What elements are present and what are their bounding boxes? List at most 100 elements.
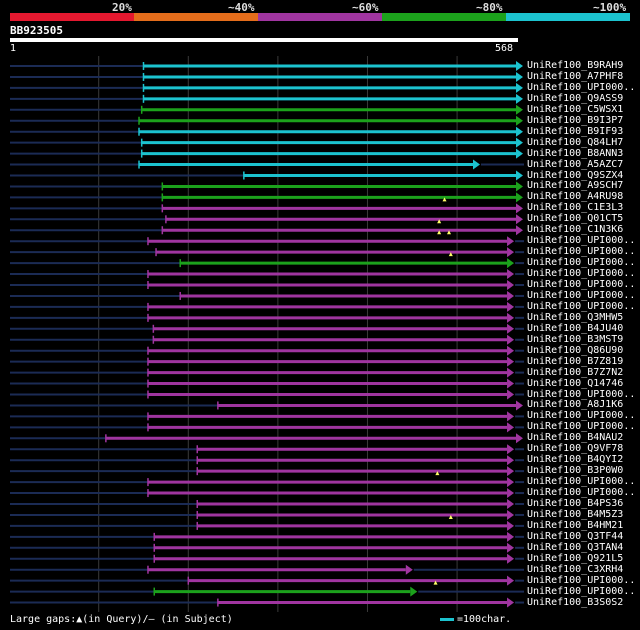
hit-arrowhead — [516, 61, 523, 71]
hit-arrowhead — [507, 290, 515, 301]
hit-arrowhead — [507, 247, 515, 258]
query-gap-marker — [447, 230, 452, 235]
legend-label-1: 20% — [112, 1, 132, 14]
hit-arrowhead — [507, 236, 515, 247]
hit-arrowhead — [507, 488, 515, 499]
hit-arrowhead — [410, 586, 418, 597]
hit-label[interactable]: UniRef100_UPI000.. — [527, 246, 636, 258]
hit-arrowhead — [516, 170, 523, 181]
hit-label[interactable]: UniRef100_B3P0W0 — [527, 465, 624, 477]
hit-arrowhead — [472, 159, 480, 170]
hit-label[interactable]: UniRef100_UPI000.. — [527, 235, 636, 247]
hit-label[interactable]: UniRef100_UPI000.. — [527, 257, 636, 269]
hit-arrowhead — [507, 323, 515, 334]
hit-label[interactable]: UniRef100_Q84LH7 — [527, 136, 624, 148]
hit-arrowhead — [516, 214, 523, 225]
hit-arrowhead — [507, 455, 515, 466]
hit-label[interactable]: UniRef100_B3S0S2 — [527, 596, 624, 608]
hit-label[interactable]: UniRef100_B9IF93 — [527, 125, 624, 137]
hit-label[interactable]: UniRef100_B4HM21 — [527, 519, 624, 531]
scale-legend: =100char. — [440, 614, 511, 625]
hit-label[interactable]: UniRef100_A8J1K6 — [527, 399, 624, 411]
hit-label[interactable]: UniRef100_A4RU98 — [527, 191, 624, 203]
hit-label[interactable]: UniRef100_UPI000.. — [527, 421, 636, 433]
query-end: 568 — [495, 43, 514, 54]
hit-label[interactable]: UniRef100_UPI000.. — [527, 574, 636, 586]
hit-arrowhead — [507, 378, 515, 389]
hit-label[interactable]: UniRef100_Q921L5 — [527, 552, 624, 564]
query-gap-marker — [442, 197, 447, 202]
legend-bar-2 — [134, 13, 258, 21]
hit-arrowhead — [507, 509, 515, 520]
hit-label[interactable]: UniRef100_B9RAH9 — [527, 60, 624, 71]
hit-label[interactable]: UniRef100_UPI000.. — [527, 388, 636, 400]
query-gap-marker — [448, 514, 453, 519]
hit-label[interactable]: UniRef100_Q9VF78 — [527, 443, 624, 455]
identity-color-legend: 20% ~40% ~60% ~80% ~100% — [0, 0, 640, 22]
hit-label[interactable]: UniRef100_B9I3P7 — [527, 114, 624, 126]
hit-label[interactable]: UniRef100_B4M5Z3 — [527, 508, 624, 520]
hit-arrowhead — [507, 280, 515, 290]
hit-arrowhead — [507, 520, 515, 531]
hit-label[interactable]: UniRef100_Q01CT5 — [527, 213, 624, 225]
hit-label[interactable]: UniRef100_UPI000.. — [527, 410, 636, 422]
hit-label[interactable]: UniRef100_UPI000.. — [527, 81, 636, 93]
hit-label[interactable]: UniRef100_UPI000.. — [527, 289, 636, 301]
hit-label[interactable]: UniRef100_UPI000.. — [527, 268, 636, 280]
scale-text: =100char. — [457, 614, 512, 625]
hit-label[interactable]: UniRef100_Q14746 — [527, 377, 624, 389]
hit-label[interactable]: UniRef100_UPI000.. — [527, 279, 636, 290]
hit-arrowhead — [507, 553, 515, 564]
query-start: 1 — [10, 43, 17, 54]
hit-arrowhead — [516, 181, 523, 192]
hit-arrowhead — [507, 575, 515, 586]
hit-label[interactable]: UniRef100_C3XRH4 — [527, 563, 624, 575]
hit-label[interactable]: UniRef100_Q3TF44 — [527, 530, 624, 542]
hit-label[interactable]: UniRef100_B4PS36 — [527, 498, 624, 509]
hit-label[interactable]: UniRef100_C5WSX1 — [527, 103, 624, 115]
hit-label[interactable]: UniRef100_UPI000.. — [527, 300, 636, 312]
hit-label[interactable]: UniRef100_B7Z819 — [527, 355, 624, 367]
hit-arrowhead — [507, 444, 515, 455]
hit-arrowhead — [516, 148, 523, 159]
hit-arrowhead — [507, 301, 515, 312]
hit-arrowhead — [516, 225, 523, 236]
hit-arrowhead — [507, 499, 515, 509]
hit-arrowhead — [516, 137, 523, 148]
scale-swatch — [440, 617, 454, 621]
hit-arrowhead — [507, 356, 515, 367]
hit-label[interactable]: UniRef100_Q3TAN4 — [527, 541, 624, 553]
hit-label[interactable]: UniRef100_B4JU40 — [527, 322, 624, 334]
hit-label[interactable]: UniRef100_UPI000.. — [527, 585, 636, 597]
hit-label[interactable]: UniRef100_Q9ASS9 — [527, 92, 624, 104]
hit-label[interactable]: UniRef100_B4QYI2 — [527, 454, 624, 466]
legend-label-5: ~100% — [593, 1, 627, 14]
hit-label[interactable]: UniRef100_B7Z7N2 — [527, 366, 624, 378]
hit-label[interactable]: UniRef100_A9SCH7 — [527, 180, 624, 192]
hit-arrowhead — [507, 422, 515, 433]
hit-label[interactable]: UniRef100_Q3MHW5 — [527, 311, 624, 323]
hit-label[interactable]: UniRef100_A5AZC7 — [527, 158, 624, 170]
hit-arrowhead — [507, 367, 515, 378]
hit-arrowhead — [516, 93, 523, 104]
hit-arrowhead — [516, 203, 523, 214]
query-bar — [10, 38, 518, 42]
hit-arrowhead — [507, 411, 515, 422]
hit-label[interactable]: UniRef100_UPI000.. — [527, 487, 636, 499]
hit-label[interactable]: UniRef100_Q9SZX4 — [527, 169, 624, 181]
hit-arrowhead — [507, 477, 515, 488]
hit-label[interactable]: UniRef100_B8ANN3 — [527, 147, 624, 159]
query-gap-marker — [437, 219, 442, 224]
hit-label[interactable]: UniRef100_C1E3L3 — [527, 202, 624, 214]
hit-label[interactable]: UniRef100_B4NAU2 — [527, 432, 624, 444]
hit-arrowhead — [507, 334, 515, 345]
hit-label[interactable]: UniRef100_C1N3K6 — [527, 224, 624, 236]
gaps-legend: Large gaps:▲(in Query)/— (in Subject) — [10, 614, 233, 625]
hit-label[interactable]: UniRef100_UPI000.. — [527, 476, 636, 488]
hit-label[interactable]: UniRef100_B3MST9 — [527, 333, 624, 345]
hit-arrowhead — [507, 269, 515, 280]
hit-label[interactable]: UniRef100_A7PHF8 — [527, 70, 624, 82]
hit-label[interactable]: UniRef100_Q86U90 — [527, 344, 624, 356]
legend-bar-3 — [258, 13, 382, 21]
legend-bar-5 — [506, 13, 630, 21]
